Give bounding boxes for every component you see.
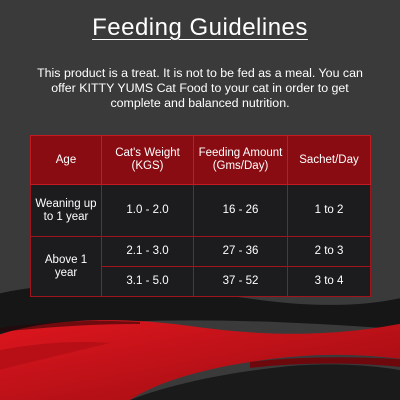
sachet-cell: 3 to 4	[287, 266, 371, 297]
header-weight: Cat's Weight (KGS)	[101, 135, 194, 185]
header-feeding-amount: Feeding Amount (Gms/Day)	[193, 135, 288, 185]
header-age: Age	[30, 135, 102, 185]
page-title: Feeding Guidelines	[92, 14, 308, 41]
sachet-cell: 1 to 2	[287, 184, 371, 237]
amount-cell: 16 - 26	[193, 184, 288, 237]
table-row: 3.1 - 5.0 37 - 52 3 to 4	[31, 266, 371, 297]
weight-cell: 1.0 - 2.0	[101, 184, 194, 237]
amount-cell: 37 - 52	[193, 266, 288, 297]
age-cell: Above 1 year	[30, 236, 102, 297]
intro-text: This product is a treat. It is not to be…	[37, 66, 363, 110]
feeding-table: Age Cat's Weight (KGS) Feeding Amount (G…	[30, 135, 371, 297]
age-cell: Weaning up to 1 year	[30, 184, 102, 237]
weight-cell: 2.1 - 3.0	[101, 236, 194, 267]
table-row: Above 1 year 2.1 - 3.0 27 - 36 2 to 3	[30, 236, 371, 297]
table-row: Weaning up to 1 year 1.0 - 2.0 16 - 26 1…	[30, 184, 371, 237]
sachet-cell: 2 to 3	[287, 236, 371, 267]
table-header-row: Age Cat's Weight (KGS) Feeding Amount (G…	[30, 135, 371, 185]
amount-cell: 27 - 36	[193, 236, 288, 267]
weight-cell: 3.1 - 5.0	[101, 266, 194, 297]
header-sachet-per-day: Sachet/Day	[287, 135, 371, 185]
